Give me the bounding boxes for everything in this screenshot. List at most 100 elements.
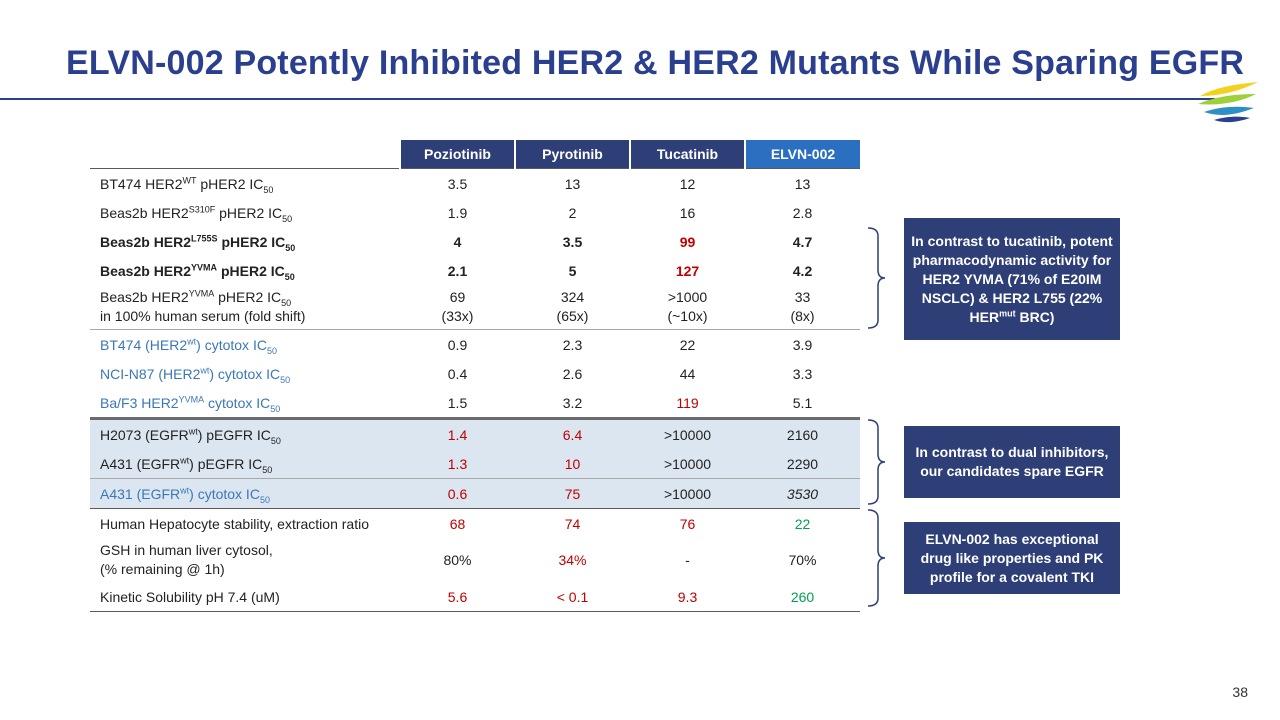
cell-pyrotinib: 6.4 xyxy=(515,417,630,449)
company-logo xyxy=(1198,82,1258,123)
cell-poziotinib: 3.5 xyxy=(400,168,515,198)
cell-tucatinib: 16 xyxy=(679,204,696,221)
cell-pyrotinib: 2.3 xyxy=(515,329,630,359)
cell-pyrotinib: 5 xyxy=(568,262,577,279)
cell-elvn-002: 260 xyxy=(745,582,860,612)
row-label: A431 (EGFRwt) cytotox IC50 xyxy=(90,478,400,509)
cell-elvn-002: 3.3 xyxy=(792,365,813,382)
cell-elvn-002: 2160 xyxy=(745,417,860,449)
cell-poziotinib: 68 xyxy=(400,508,515,538)
header-blank xyxy=(90,140,400,169)
cell-poziotinib: 2.1 xyxy=(447,262,468,279)
callout-tucatinib-contrast: In contrast to tucatinib, potent pharmac… xyxy=(904,218,1120,340)
cell-elvn-002: 33 (8x) xyxy=(790,289,815,324)
cell-elvn-002: 4.7 xyxy=(792,233,813,250)
table-row: A431 (EGFRwt) cytotox IC50 0.6 75 >10000… xyxy=(90,478,860,509)
row-label: Beas2b HER2YVMA pHER2 IC50 in 100% human … xyxy=(100,288,306,324)
cell-tucatinib: >1000 (~10x) xyxy=(667,289,708,324)
row-label: BT474 HER2WT pHER2 IC50 xyxy=(90,168,400,198)
cell-pyrotinib: 2 xyxy=(568,204,577,221)
row-label: Beas2b HER2YVMA pHER2 IC50 xyxy=(100,261,295,282)
cell-poziotinib: 1.9 xyxy=(447,204,468,221)
row-label: GSH in human liver cytosol, (% remaining … xyxy=(100,542,273,577)
cell-elvn-002: 70% xyxy=(788,551,817,568)
row-label: A431 (EGFRwt) pEGFR IC50 xyxy=(90,449,400,479)
table-row: Beas2b HER2L755S pHER2 IC50 4 3.5 99 4.7 xyxy=(90,227,860,256)
col-header-tucatinib: Tucatinib xyxy=(629,140,745,169)
cell-elvn-002: 5.1 xyxy=(792,394,813,411)
table-header-row: Poziotinib Pyrotinib Tucatinib ELVN-002 xyxy=(90,140,860,169)
cell-tucatinib: >10000 xyxy=(630,478,745,509)
row-label: Beas2b HER2L755S pHER2 IC50 xyxy=(100,232,296,253)
cell-poziotinib: 1.3 xyxy=(400,449,515,479)
table-row: BT474 HER2WT pHER2 IC50 3.5 13 12 13 xyxy=(90,168,860,198)
cell-poziotinib: 80% xyxy=(443,551,472,568)
col-header-poziotinib: Poziotinib xyxy=(399,140,515,169)
comparison-table: Poziotinib Pyrotinib Tucatinib ELVN-002 … xyxy=(90,140,860,612)
title-divider xyxy=(0,98,1215,100)
table-row: H2073 (EGFRwt) pEGFR IC50 1.4 6.4 >10000… xyxy=(90,417,860,449)
cell-tucatinib: 99 xyxy=(679,233,696,250)
cell-elvn-002: 22 xyxy=(745,508,860,538)
cell-pyrotinib: 2.6 xyxy=(562,365,583,382)
table-row: GSH in human liver cytosol, (% remaining … xyxy=(90,538,860,582)
cell-elvn-002: 4.2 xyxy=(792,262,813,279)
cell-poziotinib: 1.4 xyxy=(400,417,515,449)
callout-drug-properties: ELVN-002 has exceptional drug like prope… xyxy=(904,522,1120,594)
row-label: Kinetic Solubility pH 7.4 (uM) xyxy=(90,582,400,612)
row-label: NCI-N87 (HER2wt) cytotox IC50 xyxy=(100,364,291,385)
table-row: Ba/F3 HER2YVMA cytotox IC50 1.5 3.2 119 … xyxy=(90,388,860,419)
cell-pyrotinib: 75 xyxy=(515,478,630,509)
col-header-elvn-002: ELVN-002 xyxy=(744,140,860,169)
table-row: Kinetic Solubility pH 7.4 (uM) 5.6 < 0.1… xyxy=(90,582,860,612)
cell-tucatinib: 44 xyxy=(679,365,696,382)
row-label: Beas2b HER2S310F pHER2 IC50 xyxy=(100,203,293,224)
row-label: Human Hepatocyte stability, extraction r… xyxy=(90,508,400,538)
table-row: Beas2b HER2YVMA pHER2 IC50 in 100% human … xyxy=(90,285,860,330)
cell-pyrotinib: 10 xyxy=(515,449,630,479)
row-label: BT474 (HER2wt) cytotox IC50 xyxy=(90,329,400,359)
cell-tucatinib: 127 xyxy=(675,262,700,279)
cell-pyrotinib: 74 xyxy=(515,508,630,538)
cell-tucatinib: 12 xyxy=(630,168,745,198)
cell-poziotinib: 1.5 xyxy=(447,394,468,411)
cell-pyrotinib: 3.5 xyxy=(562,233,583,250)
table-row: BT474 (HER2wt) cytotox IC50 0.9 2.3 22 3… xyxy=(90,329,860,359)
cell-tucatinib: >10000 xyxy=(630,449,745,479)
cell-pyrotinib: < 0.1 xyxy=(515,582,630,612)
page-number: 38 xyxy=(1232,684,1248,700)
brace-drug-properties xyxy=(867,509,886,607)
table-row: Human Hepatocyte stability, extraction r… xyxy=(90,508,860,538)
cell-elvn-002: 3530 xyxy=(745,478,860,509)
cell-tucatinib: 119 xyxy=(676,394,699,411)
table-row: NCI-N87 (HER2wt) cytotox IC50 0.4 2.6 44… xyxy=(90,359,860,388)
col-header-pyrotinib: Pyrotinib xyxy=(514,140,630,169)
cell-pyrotinib: 324 (65x) xyxy=(556,289,589,324)
brace-her2-mutants xyxy=(867,227,886,329)
cell-tucatinib: 76 xyxy=(630,508,745,538)
cell-pyrotinib: 3.2 xyxy=(562,394,583,411)
row-label: H2073 (EGFRwt) pEGFR IC50 xyxy=(90,417,400,449)
cell-tucatinib: 22 xyxy=(630,329,745,359)
page-title: ELVN-002 Potently Inhibited HER2 & HER2 … xyxy=(66,44,1245,82)
cell-pyrotinib: 34% xyxy=(558,551,587,568)
table-row: A431 (EGFRwt) pEGFR IC50 1.3 10 >10000 2… xyxy=(90,449,860,479)
cell-poziotinib: 4 xyxy=(453,233,462,250)
cell-elvn-002: 2290 xyxy=(745,449,860,479)
cell-pyrotinib: 13 xyxy=(515,168,630,198)
callout-egfr-sparing: In contrast to dual inhibitors, our cand… xyxy=(904,426,1120,498)
brace-egfr-sparing xyxy=(867,419,886,505)
table-row: Beas2b HER2YVMA pHER2 IC50 2.1 5 127 4.2 xyxy=(90,256,860,285)
cell-elvn-002: 13 xyxy=(745,168,860,198)
cell-poziotinib: 0.4 xyxy=(447,365,468,382)
cell-tucatinib: 9.3 xyxy=(630,582,745,612)
cell-tucatinib: >10000 xyxy=(630,417,745,449)
cell-tucatinib: - xyxy=(685,551,690,568)
cell-poziotinib: 69 (33x) xyxy=(441,289,474,324)
cell-poziotinib: 0.6 xyxy=(400,478,515,509)
row-label: Ba/F3 HER2YVMA cytotox IC50 xyxy=(100,393,281,414)
cell-poziotinib: 5.6 xyxy=(400,582,515,612)
table-row: Beas2b HER2S310F pHER2 IC50 1.9 2 16 2.8 xyxy=(90,198,860,227)
cell-poziotinib: 0.9 xyxy=(400,329,515,359)
cell-elvn-002: 2.8 xyxy=(792,204,813,221)
